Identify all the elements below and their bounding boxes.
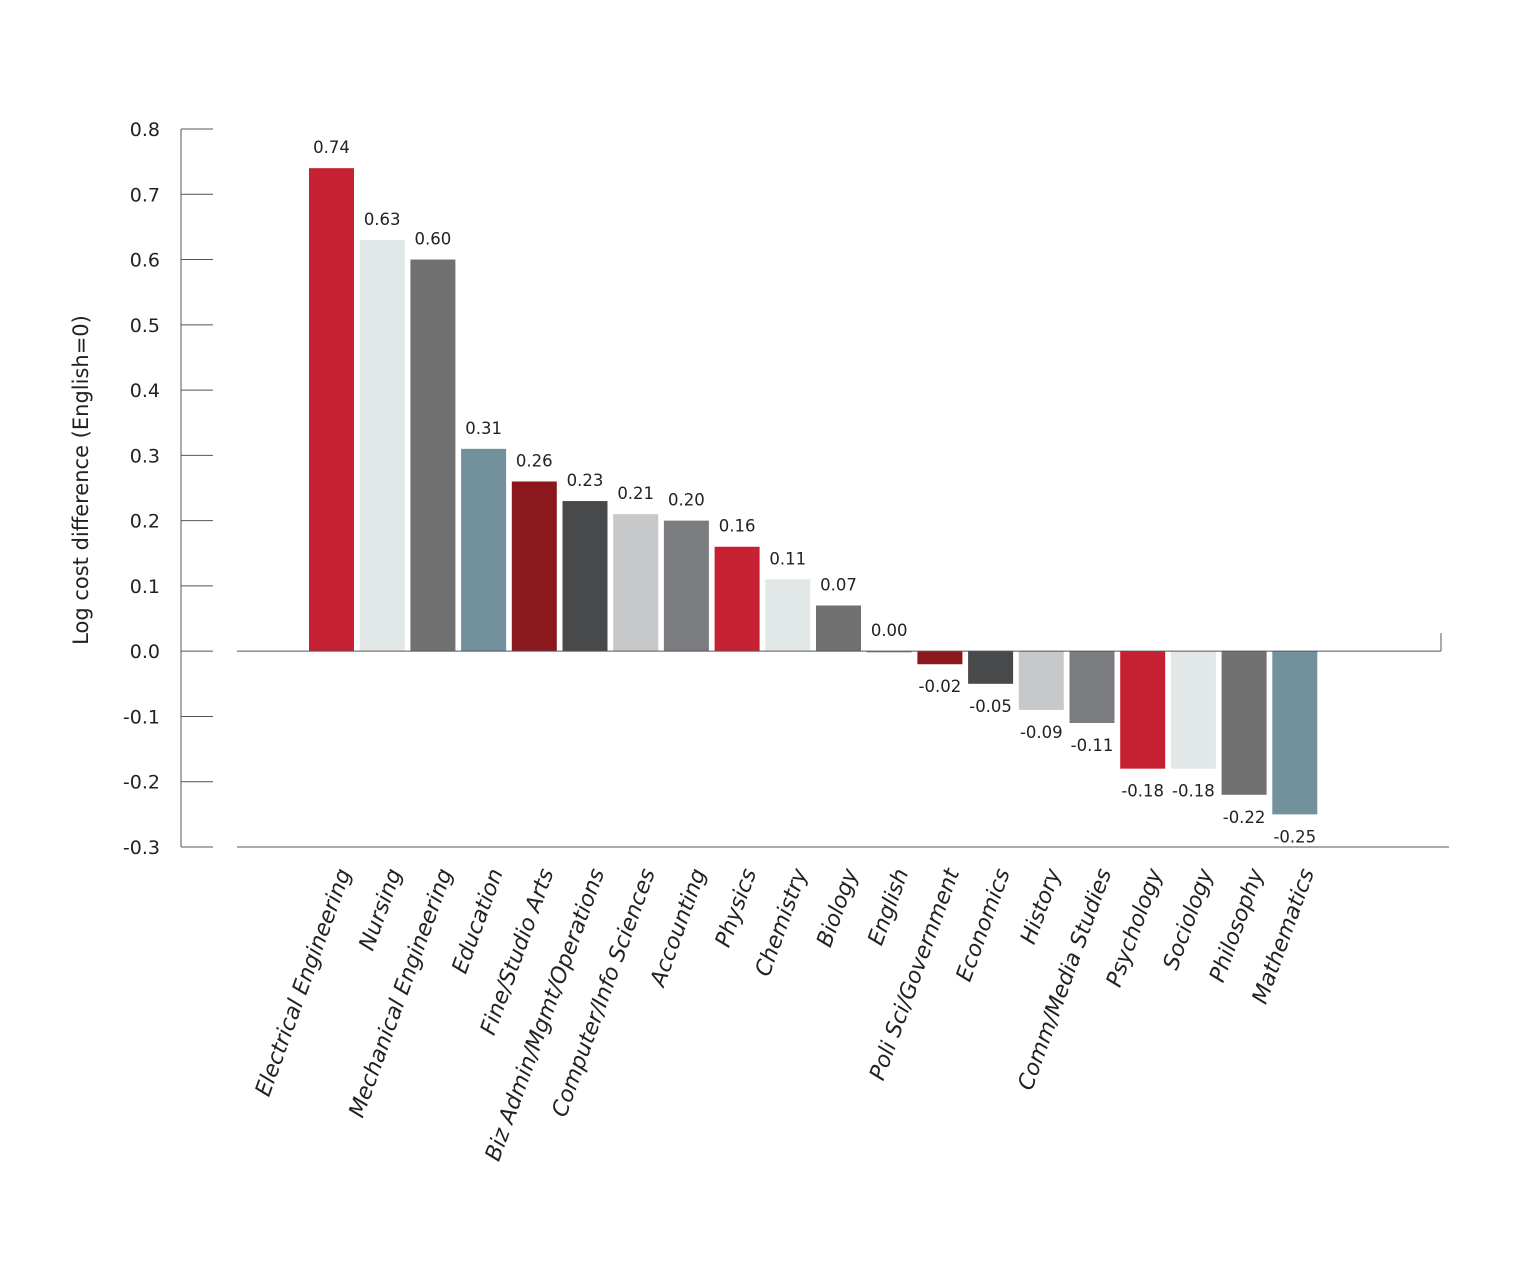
- bar-value-label: 0.26: [516, 451, 553, 470]
- bar: [1170, 651, 1216, 769]
- bar: [1069, 651, 1115, 723]
- y-axis-title: Log cost difference (English=0): [69, 315, 93, 645]
- bar-value-label: -0.22: [1223, 808, 1266, 827]
- x-category-label: Sociology: [1159, 865, 1219, 974]
- x-category-label: Biology: [812, 865, 864, 951]
- y-tick-label: 0.0: [130, 641, 160, 663]
- x-axis: [237, 633, 1449, 848]
- bar: [866, 651, 912, 653]
- bar-value-label: -0.11: [1071, 736, 1114, 755]
- bar: [461, 448, 507, 652]
- bar-value-label: 0.07: [820, 575, 857, 594]
- bar-value-label: 0.21: [617, 484, 654, 503]
- bar: [1272, 651, 1318, 815]
- y-tick-label: -0.2: [123, 772, 160, 794]
- bar: [714, 546, 760, 652]
- bar: [1221, 651, 1267, 795]
- x-category-label: Physics: [711, 866, 762, 951]
- bar: [917, 651, 963, 665]
- bar-value-label: -0.18: [1172, 782, 1215, 801]
- x-category-label: Nursing: [355, 865, 408, 953]
- bar-value-label: 0.60: [415, 230, 452, 249]
- bar: [663, 520, 709, 652]
- bar: [511, 481, 557, 652]
- x-category-label: Comm/Media Studies: [1014, 866, 1117, 1094]
- bar-value-label: 0.63: [364, 210, 401, 229]
- y-tick-label: 0.7: [130, 184, 160, 206]
- bar-value-label: 0.11: [769, 549, 806, 568]
- y-tick-label: 0.8: [130, 119, 160, 141]
- y-tick-label: 0.4: [130, 380, 160, 402]
- value-labels: 0.74 0.63 0.60 0.31 0.26 0.23 0.21 0.20 0.16 0.11…: [313, 138, 1316, 846]
- y-tick-label: 0.6: [130, 250, 160, 272]
- bar-value-label: 0.20: [668, 491, 705, 510]
- y-tick-label: 0.1: [130, 576, 160, 598]
- x-category-label: English: [864, 866, 915, 949]
- bar-value-label: -0.05: [969, 697, 1012, 716]
- bar: [765, 579, 811, 652]
- x-category-label: Mechanical Engineering: [345, 865, 458, 1121]
- bar-value-label: 0.16: [719, 517, 756, 536]
- bar-value-label: 0.23: [567, 471, 604, 490]
- y-tick-label: -0.3: [123, 837, 160, 859]
- bar-value-label: 0.31: [465, 419, 502, 438]
- y-axis: 0.8 0.7 0.6 0.5 0.4 0.3 0.2 0.1 0.0 -0.1 -0.2 -0.3: [123, 119, 213, 859]
- x-category-label: Education: [448, 866, 509, 977]
- bar-value-label: 0.74: [313, 138, 350, 157]
- bar: [816, 605, 861, 652]
- x-category-label: Chemistry: [751, 865, 813, 980]
- bar-value-label: -0.18: [1121, 782, 1164, 801]
- bar: [410, 259, 456, 652]
- x-category-label: History: [1016, 865, 1067, 948]
- bar-value-label: -0.02: [919, 677, 962, 696]
- x-category-label: Electrical Engineering: [251, 865, 357, 1099]
- y-tick-label: 0.2: [130, 511, 160, 533]
- y-tick-label: -0.1: [123, 706, 160, 728]
- category-labels: Electrical EngineeringNursingMechanical …: [251, 864, 1320, 1164]
- bar: [613, 514, 659, 652]
- bar: [1120, 651, 1166, 769]
- y-tick-label: 0.5: [130, 315, 160, 337]
- y-tick-label: 0.3: [130, 445, 160, 467]
- bar: [359, 239, 405, 652]
- bar-value-label: -0.09: [1020, 723, 1063, 742]
- bar: [1018, 651, 1064, 710]
- bar: [562, 501, 608, 652]
- bar-value-label: -0.25: [1273, 827, 1316, 846]
- bar-value-label: 0.00: [871, 621, 908, 640]
- bars: [309, 168, 1318, 815]
- bar: [968, 651, 1014, 684]
- bar: [309, 168, 354, 652]
